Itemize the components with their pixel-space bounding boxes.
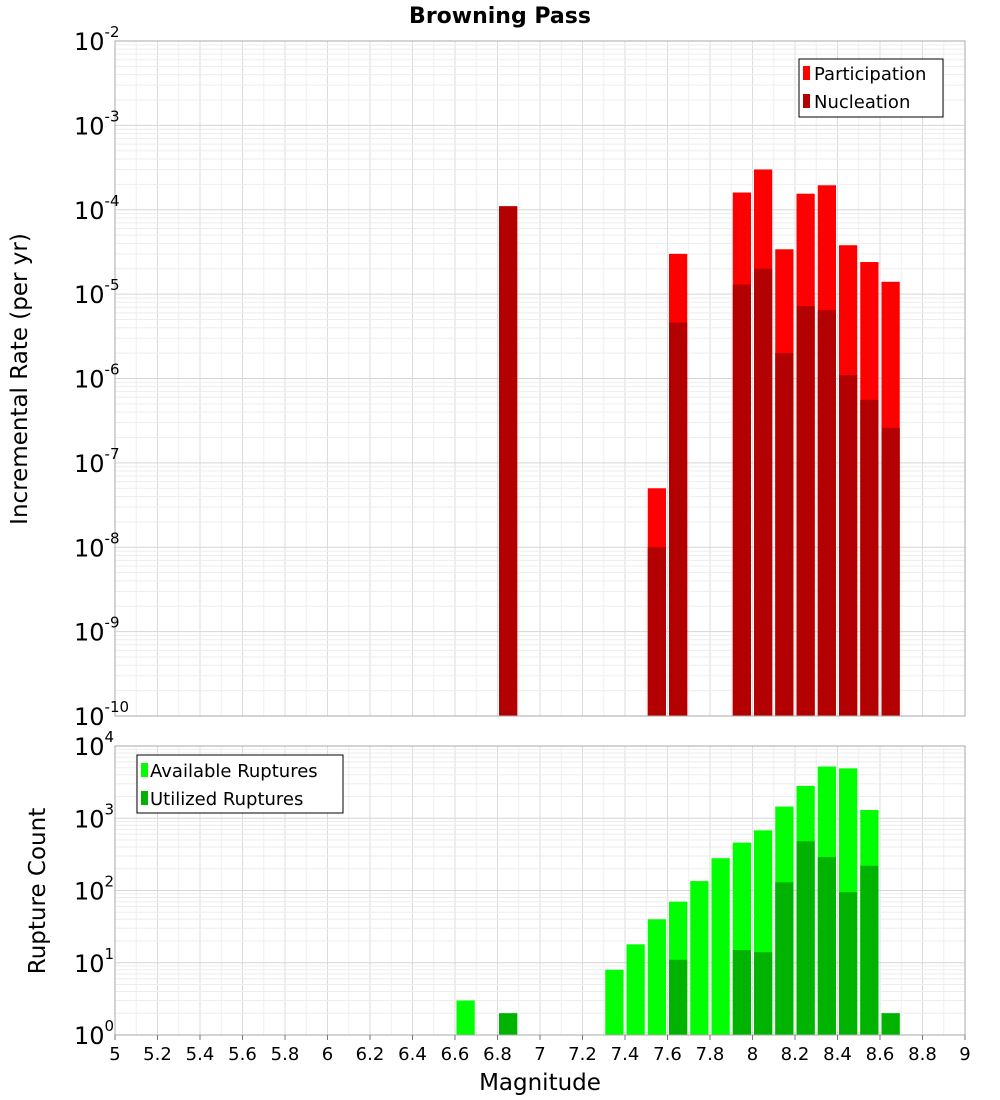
rupture-count-plot: 100 101 102 103 104 5 5.2 5.4 5.6 5.8 6 6.2 6.4 6.6 6… bbox=[25, 728, 971, 1096]
x-tick-label: 6 bbox=[322, 1044, 333, 1065]
chart-title: Browning Pass bbox=[409, 4, 591, 29]
y-tick-label: 10-8 bbox=[74, 529, 120, 562]
x-tick-label: 7.4 bbox=[611, 1044, 640, 1065]
x-tick-label: 6.2 bbox=[356, 1044, 385, 1065]
bar-utilized-ruptures bbox=[881, 1013, 900, 1035]
x-tick-label: 7.6 bbox=[653, 1044, 682, 1065]
legend-swatch-utilized bbox=[141, 791, 148, 805]
bar-nucleation bbox=[796, 306, 815, 716]
y-tick-label: 104 bbox=[74, 728, 114, 761]
x-tick-label: 8.8 bbox=[908, 1044, 937, 1065]
y-tick-label: 103 bbox=[74, 800, 114, 833]
bar-nucleation bbox=[881, 427, 900, 716]
x-tick-label: 7 bbox=[534, 1044, 545, 1065]
bar-utilized-ruptures bbox=[817, 857, 836, 1035]
legend-label-participation: Participation bbox=[814, 64, 926, 85]
bar-nucleation bbox=[499, 206, 518, 716]
legend-label-utilized: Utilized Ruptures bbox=[150, 789, 303, 810]
x-tick-label: 6.6 bbox=[441, 1044, 470, 1065]
x-tick-label: 7.8 bbox=[696, 1044, 725, 1065]
x-tick-label: 5 bbox=[109, 1044, 120, 1065]
incremental-rate-plot: 10-10 10-9 10-8 10-7 10-6 10-5 10-4 10-3 10-2 In… bbox=[7, 23, 966, 731]
y-tick-label: 101 bbox=[74, 945, 114, 978]
bar-utilized-ruptures bbox=[669, 959, 688, 1035]
y-tick-label: 10-7 bbox=[74, 445, 120, 478]
plot-border-rate bbox=[114, 40, 966, 717]
legend-swatch-nucleation bbox=[803, 94, 810, 108]
x-tick-label: 6.4 bbox=[398, 1044, 427, 1065]
bar-utilized-ruptures bbox=[775, 882, 794, 1035]
bar-utilized-ruptures bbox=[499, 1013, 518, 1035]
bar-utilized-ruptures bbox=[754, 952, 773, 1035]
bar-available-ruptures bbox=[605, 969, 624, 1035]
bar-nucleation bbox=[860, 399, 879, 716]
legend-swatch-participation bbox=[803, 66, 810, 80]
y-axis-label-rate: Incremental Rate (per yr) bbox=[7, 233, 33, 525]
x-tick-label: 9 bbox=[959, 1044, 970, 1065]
y-tick-label: 10-10 bbox=[74, 698, 129, 731]
legend-swatch-available bbox=[141, 763, 148, 777]
bar-utilized-ruptures bbox=[732, 950, 751, 1035]
x-tick-label: 5.2 bbox=[143, 1044, 172, 1065]
y-tick-label: 10-5 bbox=[74, 276, 120, 309]
y-tick-label: 10-4 bbox=[74, 192, 120, 225]
y-tick-label: 10-3 bbox=[74, 107, 120, 140]
bar-available-ruptures bbox=[690, 881, 709, 1035]
x-tick-label: 6.8 bbox=[483, 1044, 512, 1065]
legend-count: Available Ruptures Utilized Ruptures bbox=[136, 754, 344, 814]
bar-utilized-ruptures bbox=[839, 892, 858, 1035]
y-tick-label: 10-2 bbox=[74, 23, 120, 56]
y-tick-label: 100 bbox=[74, 1017, 114, 1050]
y-tick-label: 10-6 bbox=[74, 361, 120, 394]
x-tick-label: 8.2 bbox=[781, 1044, 810, 1065]
bar-nucleation bbox=[732, 284, 751, 716]
x-tick-label: 7.2 bbox=[568, 1044, 597, 1065]
bar-nucleation bbox=[647, 547, 666, 716]
bar-utilized-ruptures bbox=[796, 841, 815, 1035]
bar-available-ruptures bbox=[626, 944, 645, 1035]
x-tick-label: 5.8 bbox=[271, 1044, 300, 1065]
x-tick-label: 8.4 bbox=[823, 1044, 852, 1065]
y-axis-label-count: Rupture Count bbox=[25, 808, 51, 974]
bar-available-ruptures bbox=[711, 858, 730, 1035]
bar-nucleation bbox=[669, 322, 688, 716]
x-tick-label: 8 bbox=[747, 1044, 758, 1065]
bar-available-ruptures bbox=[647, 919, 666, 1035]
bar-nucleation bbox=[817, 309, 836, 716]
bar-nucleation bbox=[775, 353, 794, 716]
legend-label-nucleation: Nucleation bbox=[814, 92, 910, 113]
x-tick-label: 5.6 bbox=[228, 1044, 257, 1065]
y-tick-label: 10-9 bbox=[74, 614, 120, 647]
legend-rate: Participation Nucleation bbox=[798, 58, 944, 118]
bar-nucleation bbox=[839, 375, 858, 716]
x-tick-label: 5.4 bbox=[186, 1044, 215, 1065]
legend-label-available: Available Ruptures bbox=[150, 761, 318, 782]
bar-utilized-ruptures bbox=[860, 865, 879, 1035]
x-axis-label: Magnitude bbox=[479, 1070, 601, 1096]
bar-nucleation bbox=[754, 268, 773, 716]
x-tick-label: 8.6 bbox=[866, 1044, 895, 1065]
y-tick-label: 102 bbox=[74, 873, 114, 906]
bar-available-ruptures bbox=[456, 1000, 475, 1035]
